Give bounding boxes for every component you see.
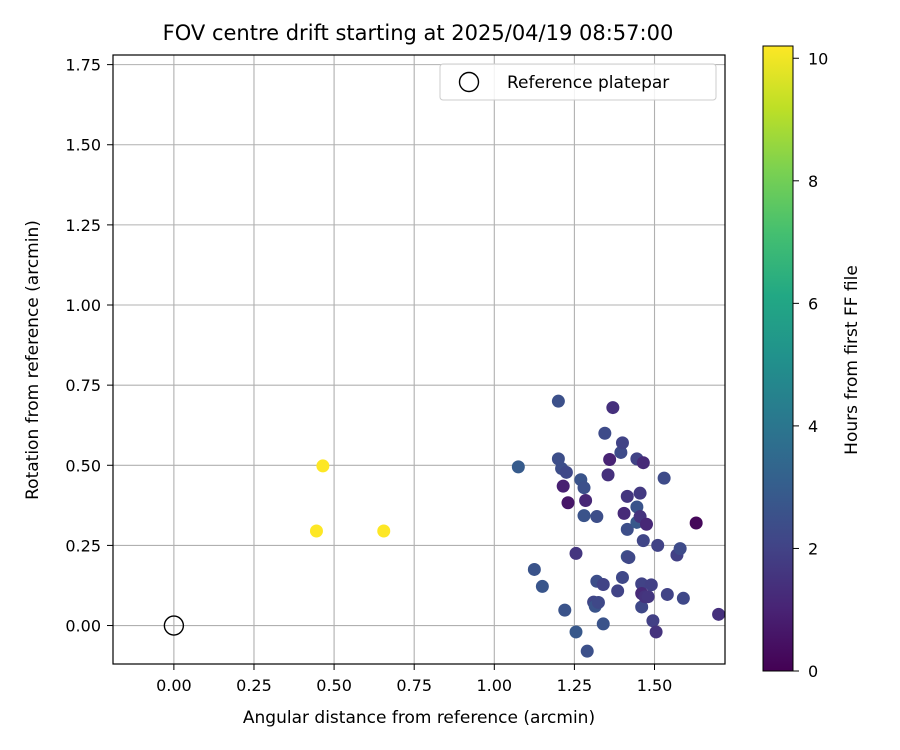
colorbar: 0 2 4 6 8 10 Hours from first FF file (762, 45, 862, 681)
data-point (633, 486, 647, 500)
data-point (598, 426, 612, 440)
data-point (309, 524, 323, 538)
data-point (603, 453, 617, 467)
data-point (377, 524, 391, 538)
data-point (569, 546, 583, 560)
data-point (617, 506, 631, 520)
colorbar-tick-label: 4 (808, 417, 818, 436)
data-point (620, 489, 634, 503)
data-point (527, 562, 541, 576)
data-point (615, 570, 629, 584)
x-axis-label: Angular distance from reference (arcmin) (243, 708, 595, 728)
data-point (596, 617, 610, 631)
data-point (577, 509, 591, 523)
x-axis-ticks: 0.00 0.25 0.50 0.75 1.00 1.25 1.50 (156, 664, 672, 695)
y-axis-ticks: 0.00 0.25 0.50 0.75 1.00 1.25 1.50 1.75 (65, 56, 113, 636)
data-point (596, 578, 610, 592)
colorbar-tick-label: 0 (808, 662, 818, 681)
legend-label: Reference platepar (507, 73, 669, 93)
colorbar-tick-label: 8 (808, 172, 818, 191)
data-point (601, 468, 615, 482)
data-point (569, 625, 583, 639)
data-point (556, 479, 570, 493)
colorbar-ticks: 0 2 4 6 8 10 (793, 49, 828, 681)
data-point (551, 394, 565, 408)
data-point (636, 534, 650, 548)
plot-frame (112, 54, 726, 665)
legend-reference-marker (458, 71, 480, 93)
data-point (580, 644, 594, 658)
data-point (676, 591, 690, 605)
data-point (641, 590, 655, 604)
x-tick-label: 1.25 (557, 676, 593, 695)
data-point (511, 460, 525, 474)
data-point (620, 522, 634, 536)
data-point (673, 542, 687, 556)
legend: Reference platepar (439, 63, 717, 101)
x-tick-label: 1.50 (637, 676, 673, 695)
x-tick-label: 0.25 (236, 676, 272, 695)
y-tick-label: 1.50 (65, 136, 101, 155)
data-point (644, 578, 658, 592)
data-point (635, 600, 649, 614)
colorbar-tick-label: 10 (808, 49, 828, 68)
data-point (561, 496, 575, 510)
y-tick-label: 0.00 (65, 617, 101, 636)
data-point (579, 494, 593, 508)
colorbar-label: Hours from first FF file (842, 265, 862, 455)
data-points (163, 394, 726, 658)
legend-box (439, 63, 717, 101)
y-tick-label: 1.00 (65, 296, 101, 315)
data-point (611, 584, 625, 598)
data-point (590, 510, 604, 524)
chart-title: FOV centre drift starting at 2025/04/19 … (163, 21, 674, 45)
grid-lines (113, 55, 725, 664)
data-point (316, 459, 330, 473)
y-tick-label: 0.75 (65, 376, 101, 395)
data-point (651, 538, 665, 552)
data-point (649, 625, 663, 639)
x-tick-label: 1.00 (476, 676, 512, 695)
data-point (660, 587, 674, 601)
y-tick-label: 1.75 (65, 56, 101, 75)
colorbar-tick-label: 2 (808, 539, 818, 558)
x-tick-label: 0.00 (156, 676, 192, 695)
data-point (577, 481, 591, 495)
data-point (614, 445, 628, 459)
x-tick-label: 0.75 (396, 676, 432, 695)
data-point (636, 456, 650, 470)
y-tick-label: 0.25 (65, 536, 101, 555)
y-axis-label: Rotation from reference (arcmin) (23, 220, 43, 500)
data-point (558, 603, 572, 617)
data-point (712, 607, 726, 621)
data-point (639, 517, 653, 531)
colorbar-gradient (762, 45, 794, 672)
data-point (635, 577, 649, 591)
y-tick-label: 0.50 (65, 456, 101, 475)
data-point (591, 595, 605, 609)
y-tick-label: 1.25 (65, 216, 101, 235)
data-point (646, 614, 660, 628)
data-point (657, 471, 671, 485)
colorbar-tick-label: 6 (808, 294, 818, 313)
x-tick-label: 0.50 (316, 676, 352, 695)
data-point (606, 401, 620, 415)
data-point (622, 551, 636, 565)
data-point (615, 436, 629, 450)
data-point (535, 579, 549, 593)
reference-platepar-marker (163, 615, 185, 636)
data-point (559, 465, 573, 479)
data-point (689, 516, 703, 530)
